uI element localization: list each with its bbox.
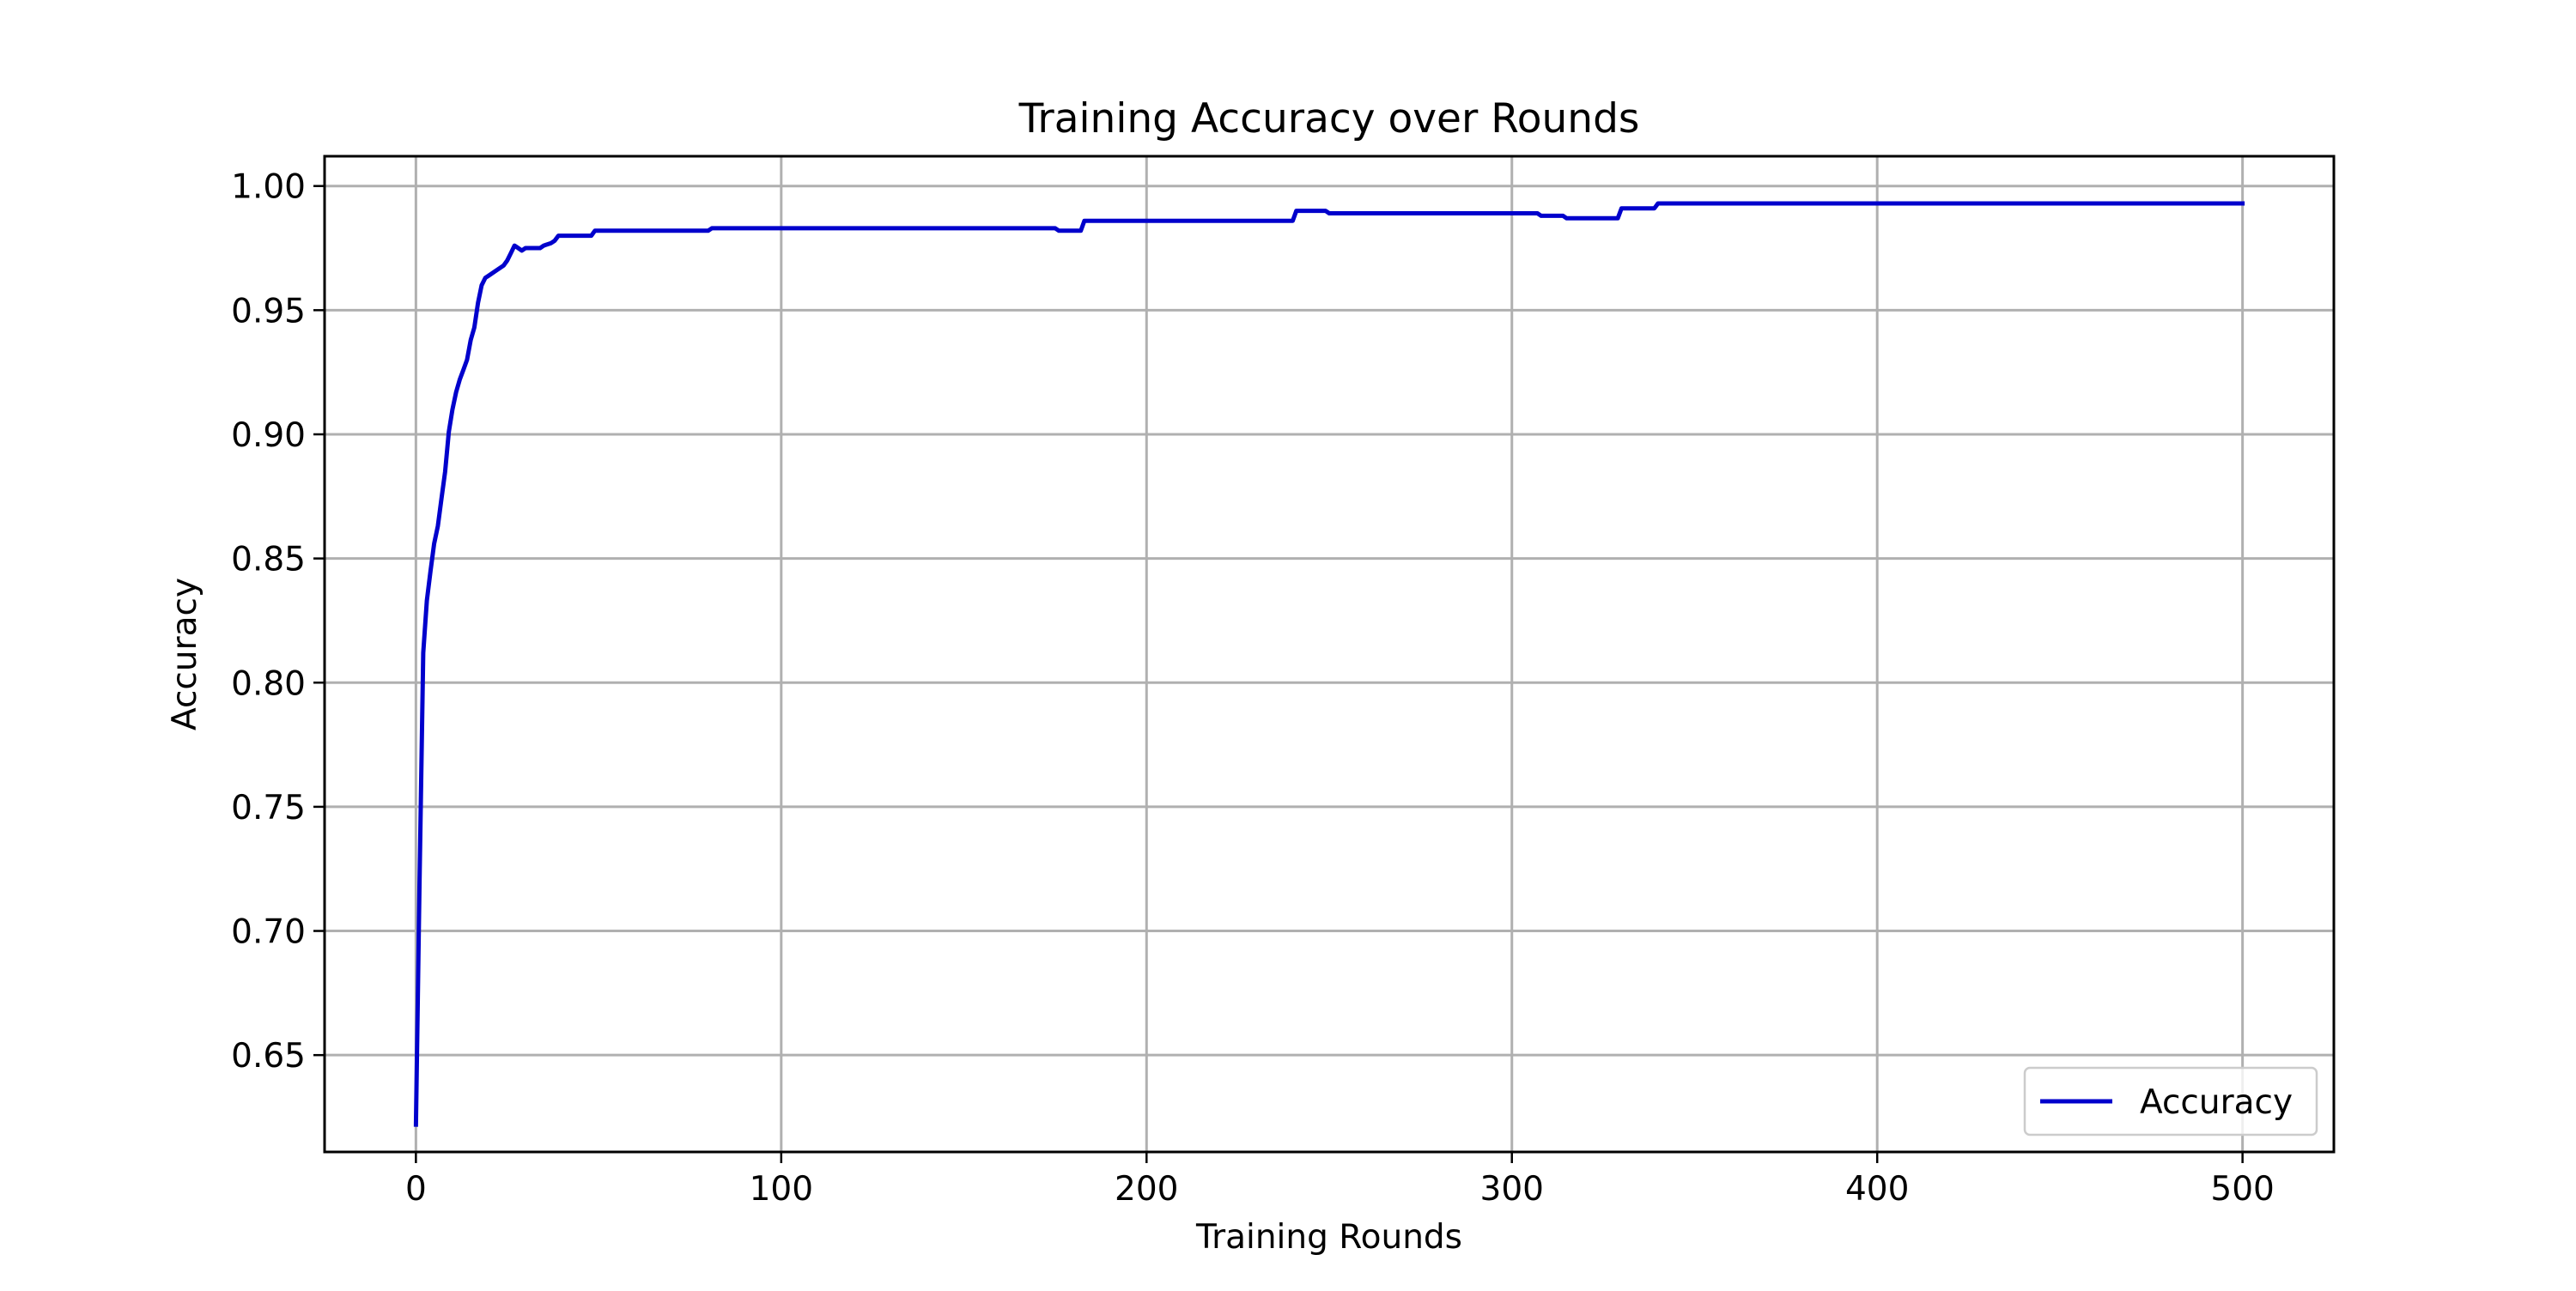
legend-label-accuracy: Accuracy <box>2140 1083 2293 1122</box>
y-tick-label: 1.00 <box>231 168 306 207</box>
x-tick-label: 200 <box>1115 1170 1178 1209</box>
x-tick-label: 500 <box>2210 1170 2274 1209</box>
series-layer <box>413 201 2245 1127</box>
y-axis-ticks: 0.65 0.70 0.75 0.80 0.85 0.90 0.95 1.00 <box>231 168 325 1076</box>
plot-frame <box>323 155 2336 1154</box>
chart-title: Training Accuracy over Rounds <box>1018 95 1640 142</box>
x-axis-ticks: 0 100 200 300 400 500 <box>405 1152 2275 1209</box>
y-tick-label: 0.90 <box>231 416 306 455</box>
x-tick-label: 400 <box>1845 1170 1909 1209</box>
y-axis-title: Accuracy <box>166 578 204 730</box>
x-tick-label: 0 <box>405 1170 427 1209</box>
y-tick-label: 0.70 <box>231 913 306 952</box>
x-axis-title: Training Rounds <box>1195 1218 1462 1257</box>
legend-box <box>2023 1066 2318 1136</box>
grid-lines <box>325 156 2334 1152</box>
x-tick-label: 300 <box>1480 1170 1544 1209</box>
legend: Accuracy <box>2023 1066 2318 1136</box>
y-tick-label: 0.95 <box>231 292 306 330</box>
y-tick-label: 0.75 <box>231 789 306 827</box>
y-tick-label: 0.80 <box>231 664 306 703</box>
x-tick-label: 100 <box>750 1170 813 1209</box>
y-tick-label: 0.65 <box>231 1037 306 1076</box>
y-tick-label: 0.85 <box>231 541 306 579</box>
series-line-accuracy <box>413 201 2245 1127</box>
